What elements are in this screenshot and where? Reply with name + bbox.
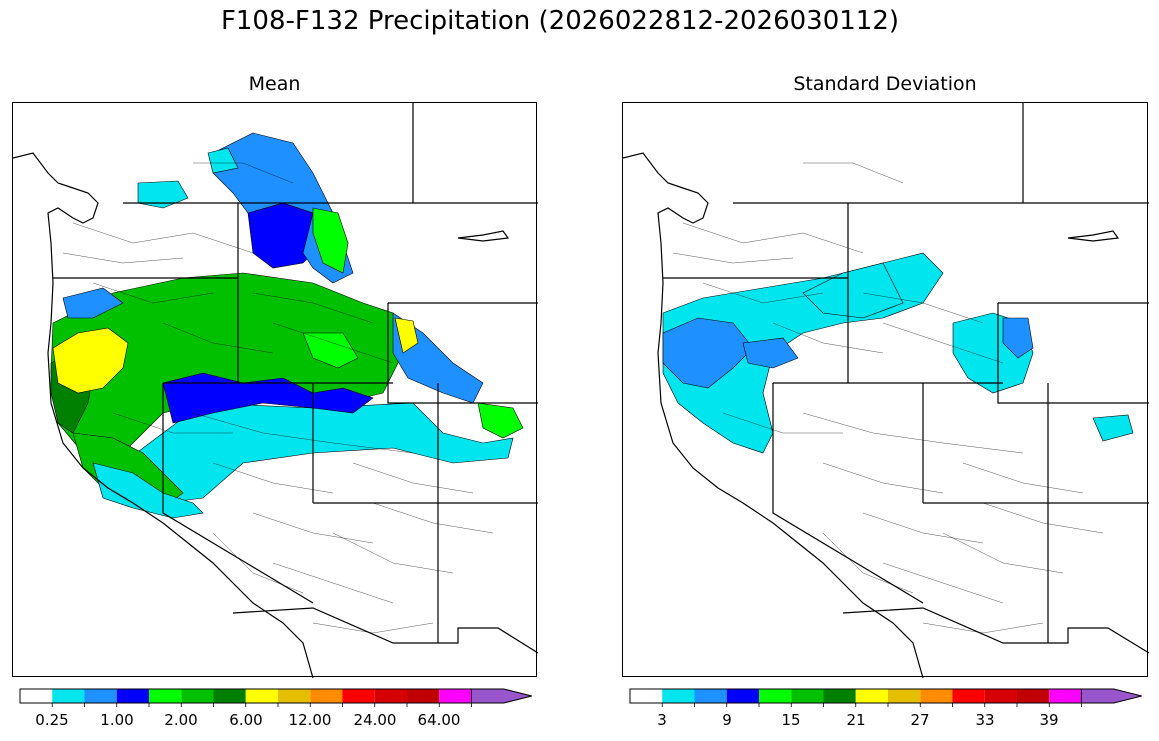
- colorbar-swatch: [920, 689, 953, 703]
- colorbar-swatch: [694, 689, 727, 703]
- mean-tick-label: 2.00: [164, 711, 198, 729]
- mean-region-cyan-sw: [92, 462, 204, 519]
- stdev-colorbar: [629, 688, 1142, 707]
- mean-tick-label: 1.00: [100, 711, 134, 729]
- mean-state-lines: [53, 103, 538, 643]
- colorbar-swatch: [439, 689, 472, 703]
- stdev-tick-label: 3: [657, 711, 667, 729]
- colorbar-swatch: [630, 689, 663, 703]
- colorbar-extend-arrow: [1081, 688, 1142, 704]
- mean-region-cyan-nw: [137, 180, 189, 209]
- stdev-colorbar-swatches: [629, 688, 1142, 707]
- mean-map-panel: [12, 102, 538, 678]
- mean-region-cyan-n: [207, 147, 239, 174]
- colorbar-swatch: [310, 689, 343, 703]
- mean-great-lake-ring: [457, 230, 510, 242]
- mean-basins: [62, 162, 494, 634]
- stdev-tick-label: 15: [781, 711, 801, 729]
- colorbar-swatch: [759, 689, 792, 703]
- colorbar-swatch: [278, 689, 311, 703]
- stdev-tick-label: 21: [846, 711, 866, 729]
- stdev-tick-label: 33: [975, 711, 995, 729]
- stdev-mexico-border: [842, 607, 1149, 654]
- mean-tick-label: 24.00: [353, 711, 397, 729]
- mean-mexico-border: [232, 607, 538, 654]
- stdev-region-cyan-ne: [802, 262, 904, 319]
- colorbar-swatch: [245, 689, 278, 703]
- mean-tick-label: 64.00: [417, 711, 461, 729]
- mean-colorbar-swatches: [19, 688, 532, 707]
- colorbar-extend-arrow: [471, 688, 532, 704]
- colorbar-swatch: [20, 689, 53, 703]
- stdev-region-blue-nw: [662, 317, 754, 389]
- stdev-state-lines: [663, 103, 1149, 643]
- stdev-map: [623, 103, 1149, 678]
- colorbar-swatch: [984, 689, 1017, 703]
- stdev-shading: [662, 252, 1134, 454]
- figure-title: F108-F132 Precipitation (2026022812-2026…: [220, 6, 900, 36]
- colorbar-swatch: [888, 689, 921, 703]
- mean-tick-label: 6.00: [229, 711, 263, 729]
- colorbar-swatch: [791, 689, 824, 703]
- stdev-tick-label: 39: [1039, 711, 1059, 729]
- mean-outlines: [13, 103, 538, 678]
- stdev-region-blue-n: [742, 337, 799, 369]
- colorbar-swatch: [116, 689, 149, 703]
- stdev-basins: [672, 162, 1104, 634]
- colorbar-swatch: [149, 689, 182, 703]
- colorbar-swatch: [84, 689, 117, 703]
- stdev-panel-title: Standard Deviation: [793, 73, 977, 95]
- colorbar-swatch: [662, 689, 695, 703]
- stdev-great-lake-ring: [1067, 230, 1120, 242]
- mean-tick-label: 0.25: [35, 711, 69, 729]
- mean-coastline: [13, 152, 314, 678]
- colorbar-swatch: [1049, 689, 1082, 703]
- colorbar-swatch: [1017, 689, 1050, 703]
- stdev-tick-label: 9: [722, 711, 732, 729]
- colorbar-swatch: [952, 689, 985, 703]
- mean-shading: [50, 132, 524, 519]
- stdev-region-blue-e: [1002, 317, 1034, 359]
- stdev-map-panel: [622, 102, 1149, 678]
- mean-tick-label: 12.00: [288, 711, 332, 729]
- stdev-outlines: [623, 103, 1149, 678]
- mean-region-lightblue-w: [62, 287, 124, 319]
- mean-region-yellow-nwcoast: [52, 327, 129, 394]
- colorbar-swatch: [407, 689, 440, 703]
- colorbar-swatch: [823, 689, 856, 703]
- colorbar-swatch: [855, 689, 888, 703]
- colorbar-swatch: [52, 689, 85, 703]
- mean-region-green-ne: [312, 207, 349, 274]
- mean-colorbar: [19, 688, 532, 707]
- colorbar-swatch: [342, 689, 375, 703]
- colorbar-swatch: [726, 689, 759, 703]
- mean-region-green-lime-mid: [302, 332, 359, 369]
- stdev-tick-label: 27: [910, 711, 930, 729]
- colorbar-swatch: [374, 689, 407, 703]
- mean-panel-title: Mean: [248, 73, 301, 95]
- colorbar-swatch: [181, 689, 214, 703]
- stdev-coastline: [623, 152, 924, 678]
- mean-map: [13, 103, 538, 678]
- colorbar-swatch: [213, 689, 246, 703]
- stdev-region-cyan-se: [1092, 414, 1134, 442]
- mean-region-green-lime-e: [477, 402, 524, 439]
- mean-region-yellow-ne: [394, 317, 419, 354]
